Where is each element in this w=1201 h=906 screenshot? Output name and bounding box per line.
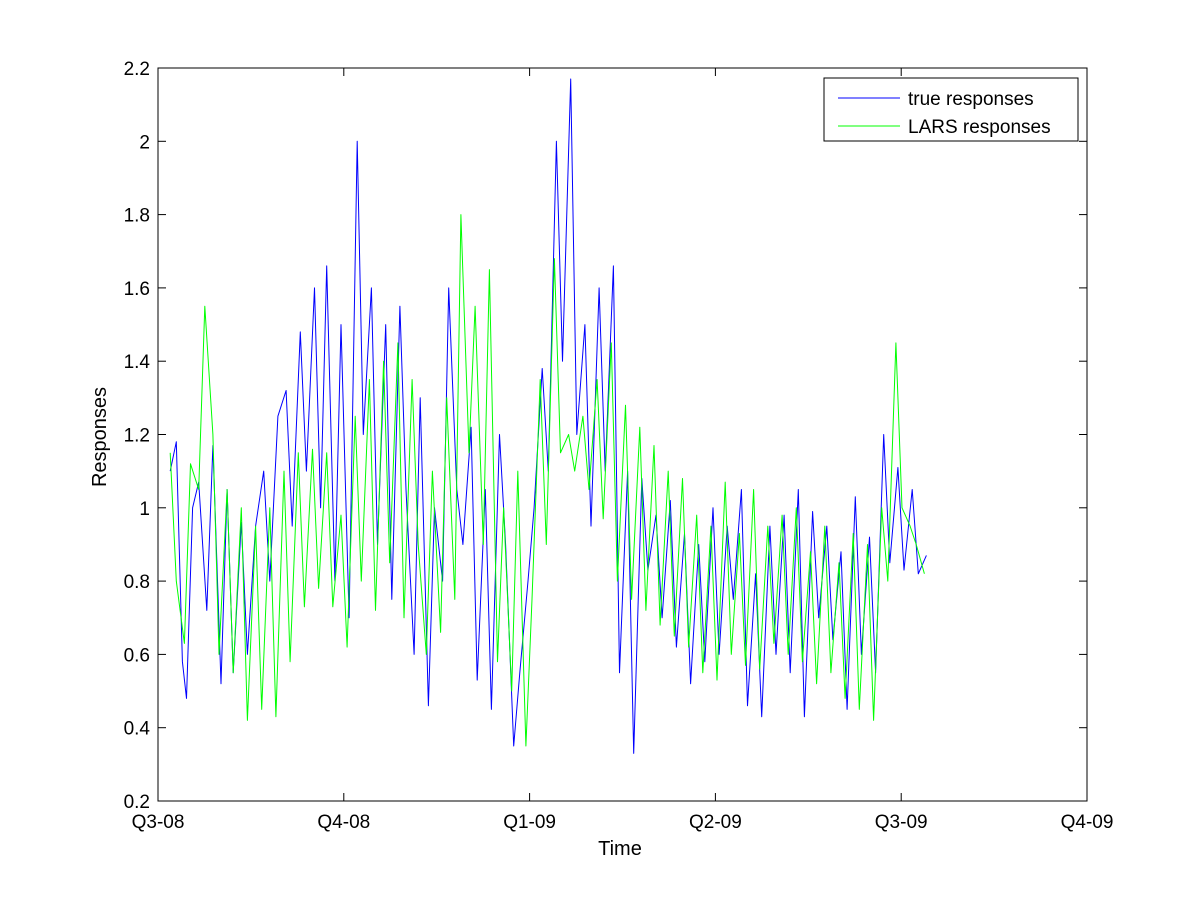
y-tick-label: 1.2 [124,426,150,447]
y-tick-label: 0.6 [124,645,150,666]
x-tick-label: Q2-09 [689,812,742,833]
y-tick-label: 0.8 [124,572,150,593]
y-axis-label: Responses [89,387,111,487]
x-tick-label: Q1-09 [503,812,556,833]
series-line-true-responses [169,78,927,754]
x-axis: Q3-08 Q4-08 Q1-09 Q2-09 Q3-09 Q4-09 [132,68,1114,833]
y-tick-label: 1.8 [124,206,150,227]
y-tick-label: 0.4 [124,719,151,740]
series-layer [169,78,927,754]
y-tick-label: 1.6 [124,279,150,300]
legend-label-true-responses: true responses [908,89,1034,110]
legend-label-lars-responses: LARS responses [908,117,1051,138]
y-axis: 0.2 0.4 0.6 0.8 1 1.2 1.4 1.6 1.8 2 2.2 [124,59,1087,813]
plot-background [158,68,1087,801]
x-tick-label: Q4-09 [1061,812,1114,833]
x-tick-label: Q4-08 [317,812,370,833]
x-tick-label: Q3-09 [875,812,928,833]
y-tick-label: 0.2 [124,792,150,813]
x-axis-label: Time [598,838,642,860]
y-tick-label: 2.2 [124,59,150,80]
series-line-lars-responses [169,214,925,747]
y-tick-label: 2 [139,132,150,153]
x-tick-label: Q3-08 [132,812,185,833]
legend-box [823,77,1079,142]
y-tick-label: 1 [139,499,150,520]
legend: true responses LARS responses [823,77,1079,142]
y-tick-label: 1.4 [124,352,151,373]
